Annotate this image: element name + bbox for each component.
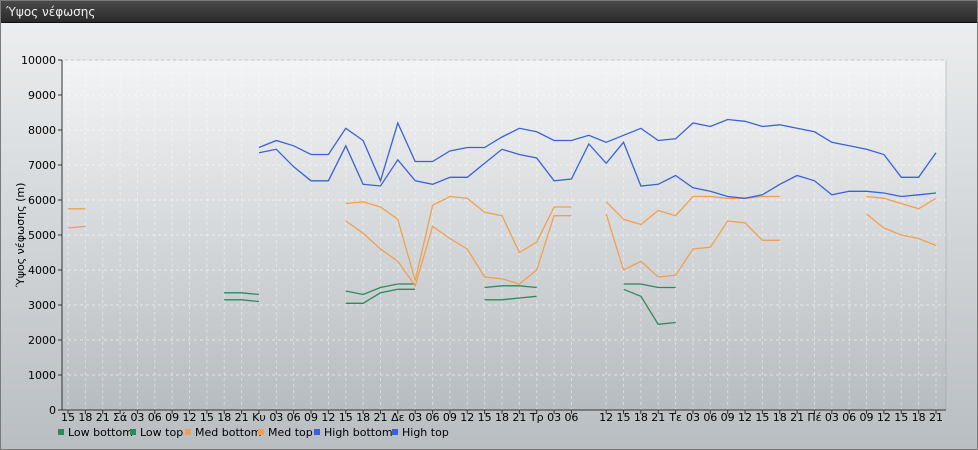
- y-tick-label: 7000: [28, 159, 56, 172]
- y-tick-label: 3000: [28, 299, 56, 312]
- x-tick-label: Πέ: [807, 411, 821, 424]
- x-tick-label: 09: [860, 411, 874, 424]
- x-tick-label: Σά: [113, 411, 127, 424]
- x-tick-label: 03: [825, 411, 839, 424]
- legend-label: Low top: [140, 426, 184, 439]
- y-tick-label: 9000: [28, 89, 56, 102]
- y-tick-label: 5000: [28, 229, 56, 242]
- x-tick-label: 12: [321, 411, 335, 424]
- legend-swatch-icon: [58, 429, 64, 435]
- x-tick-label: 21: [512, 411, 526, 424]
- x-tick-label: 06: [842, 411, 856, 424]
- x-tick-label: Δε: [391, 411, 405, 424]
- x-tick-label: 18: [495, 411, 509, 424]
- x-tick-label: 09: [165, 411, 179, 424]
- legend-label: Med bottom: [195, 426, 262, 439]
- series-med-bottom-line: [67, 213, 937, 288]
- x-tick-label: 18: [78, 411, 92, 424]
- grid: [62, 59, 946, 411]
- x-tick-label: 21: [651, 411, 665, 424]
- y-tick-label: 6000: [28, 194, 56, 207]
- x-tick-label: 09: [721, 411, 735, 424]
- y-tick-label: 10000: [21, 54, 56, 67]
- legend-item-high-top[interactable]: High top: [392, 426, 449, 439]
- x-tick-label: 03: [130, 411, 144, 424]
- legend-label: High bottom: [324, 426, 393, 439]
- legend-swatch-icon: [258, 429, 264, 435]
- x-tick-label: 15: [61, 411, 75, 424]
- x-tick-label: 15: [894, 411, 908, 424]
- series-low-top-line: [224, 283, 676, 296]
- x-tick-label: 18: [773, 411, 787, 424]
- y-tick-label: 2000: [28, 334, 56, 347]
- y-axis: 0 1000 2000 3000 4000 5000 6000 7000 8000 9000 100…: [21, 54, 63, 417]
- x-tick-label: 15: [478, 411, 492, 424]
- x-tick-label: 03: [547, 411, 561, 424]
- legend-label: High top: [402, 426, 449, 439]
- x-tick-label: 09: [443, 411, 457, 424]
- x-tick-label: 06: [287, 411, 301, 424]
- series-high-top-line: [258, 118, 937, 183]
- series-high-bottom-line: [258, 141, 937, 199]
- x-tick-label: 06: [426, 411, 440, 424]
- x-tick-label: 12: [183, 411, 197, 424]
- legend-swatch-icon: [130, 429, 136, 435]
- x-tick-label: 21: [96, 411, 110, 424]
- legend-item-med-bottom[interactable]: Med bottom: [185, 426, 262, 439]
- title-bar: Ύψος νέφωσης: [1, 1, 977, 23]
- y-tick-label: 0: [49, 404, 56, 417]
- legend-item-low-bottom[interactable]: Low bottom: [58, 426, 133, 439]
- x-tick-label: 03: [408, 411, 422, 424]
- x-tick-label: 12: [877, 411, 891, 424]
- x-tick-label: 18: [912, 411, 926, 424]
- x-tick-label: 21: [373, 411, 387, 424]
- y-axis-label: Ύψος νέφωσης (m): [14, 183, 27, 289]
- y-tick-label: 8000: [28, 124, 56, 137]
- legend-swatch-icon: [185, 429, 191, 435]
- legend-item-med-top[interactable]: Med top: [258, 426, 313, 439]
- legend-swatch-icon: [392, 429, 398, 435]
- x-tick-label: 03: [269, 411, 283, 424]
- x-tick-label: 06: [148, 411, 162, 424]
- x-tick-label: 12: [738, 411, 752, 424]
- x-tick-label: 15: [755, 411, 769, 424]
- x-tick-label: 18: [356, 411, 370, 424]
- series-low-bottom-line: [224, 288, 676, 325]
- x-tick-label: 15: [200, 411, 214, 424]
- y-tick-label: 4000: [28, 264, 56, 277]
- x-tick-label: 09: [304, 411, 318, 424]
- series-group: [67, 118, 937, 325]
- x-tick-label: 06: [564, 411, 578, 424]
- y-tick-label: 1000: [28, 369, 56, 382]
- x-tick-label: 12: [460, 411, 474, 424]
- x-tick-label: Τε: [668, 411, 682, 424]
- x-tick-label: 15: [339, 411, 353, 424]
- legend-item-low-top[interactable]: Low top: [130, 426, 183, 439]
- x-axis: 15 18 21 Σά 03 06 09 12 15 18 21 Κυ 03 06 09 12 15 18 21 Δε…: [61, 409, 946, 424]
- x-tick-label: Τρ: [529, 411, 544, 424]
- x-tick-label: 18: [217, 411, 231, 424]
- x-tick-label: 15: [617, 411, 631, 424]
- x-tick-label: 18: [634, 411, 648, 424]
- plot-area: [61, 59, 947, 411]
- x-tick-label: 21: [235, 411, 249, 424]
- x-tick-label: 06: [703, 411, 717, 424]
- legend-swatch-icon: [314, 429, 320, 435]
- x-tick-label: 12: [599, 411, 613, 424]
- x-tick-label: Κυ: [252, 411, 266, 424]
- series-med-top-line: [68, 195, 937, 281]
- legend-label: Low bottom: [68, 426, 133, 439]
- x-tick-label: 21: [790, 411, 804, 424]
- legend-item-high-bottom[interactable]: High bottom: [314, 426, 393, 439]
- window-title: Ύψος νέφωσης: [6, 5, 96, 19]
- x-tick-label: 21: [929, 411, 943, 424]
- legend-label: Med top: [268, 426, 313, 439]
- x-tick-label: 03: [686, 411, 700, 424]
